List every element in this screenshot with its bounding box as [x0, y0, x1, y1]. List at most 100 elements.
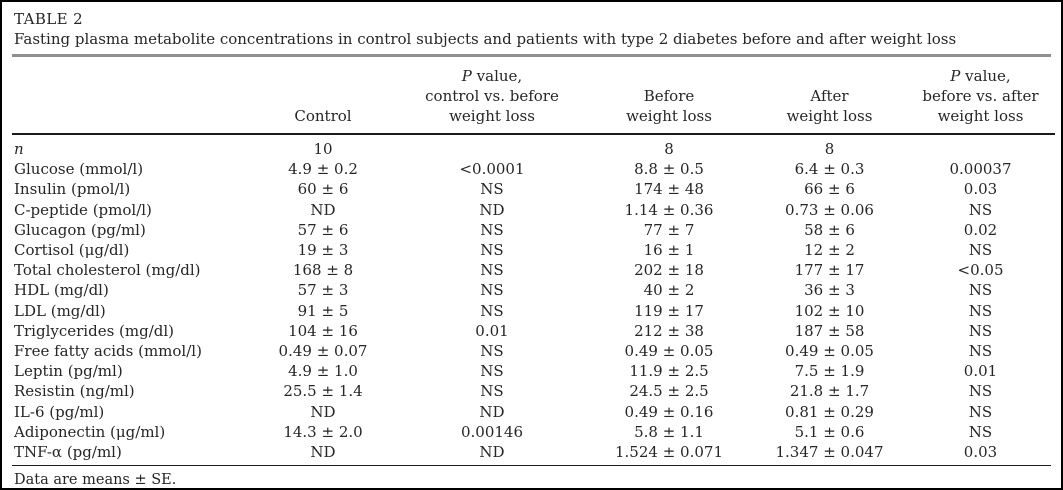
cell-value: [906, 134, 1055, 159]
cell-value: NS: [968, 382, 993, 401]
cell-value: 0.01: [963, 362, 998, 381]
table-row: Free fatty acids (mmol/l) 0.49 ± 0.07 NS 0.…: [12, 341, 1055, 361]
caption-divider: [12, 54, 1051, 57]
cell-value: NS: [968, 301, 993, 320]
column-header-after_weight_loss: After weight loss: [753, 57, 906, 135]
cell-value: <0.05: [957, 261, 1004, 280]
row-label: Insulin (pmol/l): [14, 180, 131, 199]
table-label: TABLE 2: [14, 10, 84, 28]
table-row: Triglycerides (mg/dl) 104 ± 16 0.01 212 ± 3…: [12, 321, 1055, 341]
cell-value: 0.00037: [949, 160, 1012, 179]
column-header-label: [12, 57, 247, 135]
cell-value: [399, 134, 585, 159]
cell-value: 36 ± 3: [804, 281, 855, 300]
cell-value: 12 ± 2: [804, 241, 855, 260]
cell-value: ND: [479, 200, 505, 219]
cell-value: 60 ± 6: [297, 180, 349, 199]
cell-value: 0.49 ± 0.07: [278, 342, 368, 361]
cell-value: NS: [968, 200, 993, 219]
cell-value: 24.5 ± 2.5: [629, 382, 709, 401]
cell-value: 66 ± 6: [804, 180, 855, 199]
cell-value: 19 ± 3: [297, 241, 349, 260]
cell-value: 5.1 ± 0.6: [794, 422, 865, 441]
table-row: HDL (mg/dl) 57 ± 3 NS 40 ± 2 36 ± 3 NS: [12, 280, 1055, 300]
table-row: LDL (mg/dl) 91 ± 5 NS 119 ± 17 102 ± 10 NS: [12, 301, 1055, 321]
cell-value: ND: [310, 200, 336, 219]
footnote-divider: [12, 465, 1051, 467]
cell-value: 4.9 ± 1.0: [288, 362, 358, 381]
table-header-row: Control P value, control vs. before weigh…: [12, 57, 1055, 135]
column-header-before_weight_loss: Before weight loss: [585, 57, 753, 135]
table-row: C-peptide (pmol/l) ND ND 1.14 ± 0.36 0.73 ± …: [12, 200, 1055, 220]
table-row: Glucose (mmol/l) 4.9 ± 0.2 <0.0001 8.8 ± 0.…: [12, 159, 1055, 179]
cell-value: 0.03: [963, 443, 998, 462]
cell-value: 0.00146: [460, 422, 524, 441]
cell-value: 8: [664, 140, 674, 158]
table-row: Glucagon (pg/ml) 57 ± 6 NS 77 ± 7 58 ± 6 0.02: [12, 220, 1055, 240]
cell-value: 174 ± 48: [634, 180, 704, 199]
cell-value: NS: [968, 321, 993, 340]
cell-value: 91 ± 5: [297, 301, 349, 320]
metabolite-table: Control P value, control vs. before weigh…: [12, 57, 1055, 462]
cell-value: 212 ± 38: [634, 321, 704, 340]
cell-value: 21.8 ± 1.7: [789, 382, 870, 401]
cell-value: NS: [480, 261, 504, 280]
cell-value: 104 ± 16: [288, 321, 358, 340]
table-row: TNF-α (pg/ml) ND ND 1.524 ± 0.071 1.347 ± 0.…: [12, 442, 1055, 462]
row-label: LDL (mg/dl): [14, 301, 106, 320]
cell-value: NS: [480, 301, 504, 320]
cell-value: 0.03: [963, 180, 998, 199]
cell-value: 0.01: [475, 321, 509, 340]
row-label: TNF-α (pg/ml): [14, 443, 122, 462]
cell-value: 0.73 ± 0.06: [785, 200, 874, 219]
row-label: Resistin (ng/ml): [14, 382, 135, 401]
cell-value: 1.347 ± 0.047: [775, 443, 884, 462]
cell-value: NS: [480, 241, 504, 260]
cell-value: 0.49 ± 0.05: [785, 342, 874, 361]
row-label: Cortisol (μg/dl): [14, 241, 130, 260]
cell-value: NS: [968, 281, 993, 300]
row-label: Glucose (mmol/l): [14, 160, 144, 179]
cell-value: NS: [480, 362, 504, 381]
cell-value: ND: [310, 402, 336, 421]
cell-value: 202 ± 18: [634, 261, 704, 280]
table-row: Leptin (pg/ml) 4.9 ± 1.0 NS 11.9 ± 2.5 7.5 ±…: [12, 361, 1055, 381]
column-header-control: Control: [247, 57, 399, 135]
cell-value: ND: [310, 443, 336, 462]
table-footnote: Data are means ± SE.: [14, 472, 177, 489]
row-label: Adiponectin (μg/ml): [14, 422, 166, 441]
cell-value: 57 ± 3: [297, 281, 349, 300]
cell-value: <0.0001: [459, 160, 525, 179]
table-caption: Fasting plasma metabolite concentrations…: [14, 30, 957, 48]
cell-value: NS: [480, 180, 504, 199]
row-label: C-peptide (pmol/l): [14, 200, 152, 219]
cell-value: 0.81 ± 0.29: [785, 402, 874, 421]
cell-value: NS: [968, 241, 993, 260]
cell-value: 1.14 ± 0.36: [624, 200, 714, 219]
table-header: Control P value, control vs. before weigh…: [12, 57, 1055, 135]
cell-value: 177 ± 17: [794, 261, 865, 280]
cell-value: 0.02: [963, 220, 998, 239]
table-body: n 10 8 8 Glucose (mmol/l) 4.9 ± 0.2 <0.0001 8.8…: [12, 134, 1055, 462]
cell-value: 58 ± 6: [804, 220, 855, 239]
table-row: IL-6 (pg/ml) ND ND 0.49 ± 0.16 0.81 ± 0.29 NS: [12, 402, 1055, 422]
cell-value: NS: [480, 220, 504, 239]
column-header-p_control_vs_before: P value, control vs. before weight loss: [399, 57, 585, 135]
cell-value: ND: [479, 443, 505, 462]
table-row: Insulin (pmol/l) 60 ± 6 NS 174 ± 48 66 ± 6 0.…: [12, 179, 1055, 199]
cell-value: 10: [313, 140, 333, 158]
cell-value: 1.524 ± 0.071: [615, 443, 723, 462]
cell-value: 11.9 ± 2.5: [629, 362, 709, 381]
row-label: HDL (mg/dl): [14, 281, 109, 300]
cell-value: NS: [968, 402, 993, 421]
table-row: n 10 8 8: [12, 134, 1055, 159]
cell-value: NS: [480, 382, 504, 401]
table-row: Total cholesterol (mg/dl) 168 ± 8 NS 202 ± …: [12, 260, 1055, 280]
cell-value: 119 ± 17: [634, 301, 704, 320]
cell-value: NS: [480, 342, 504, 361]
cell-value: 8: [824, 140, 835, 158]
cell-value: 4.9 ± 0.2: [288, 160, 358, 179]
cell-value: NS: [968, 422, 993, 441]
cell-value: NS: [968, 342, 993, 361]
